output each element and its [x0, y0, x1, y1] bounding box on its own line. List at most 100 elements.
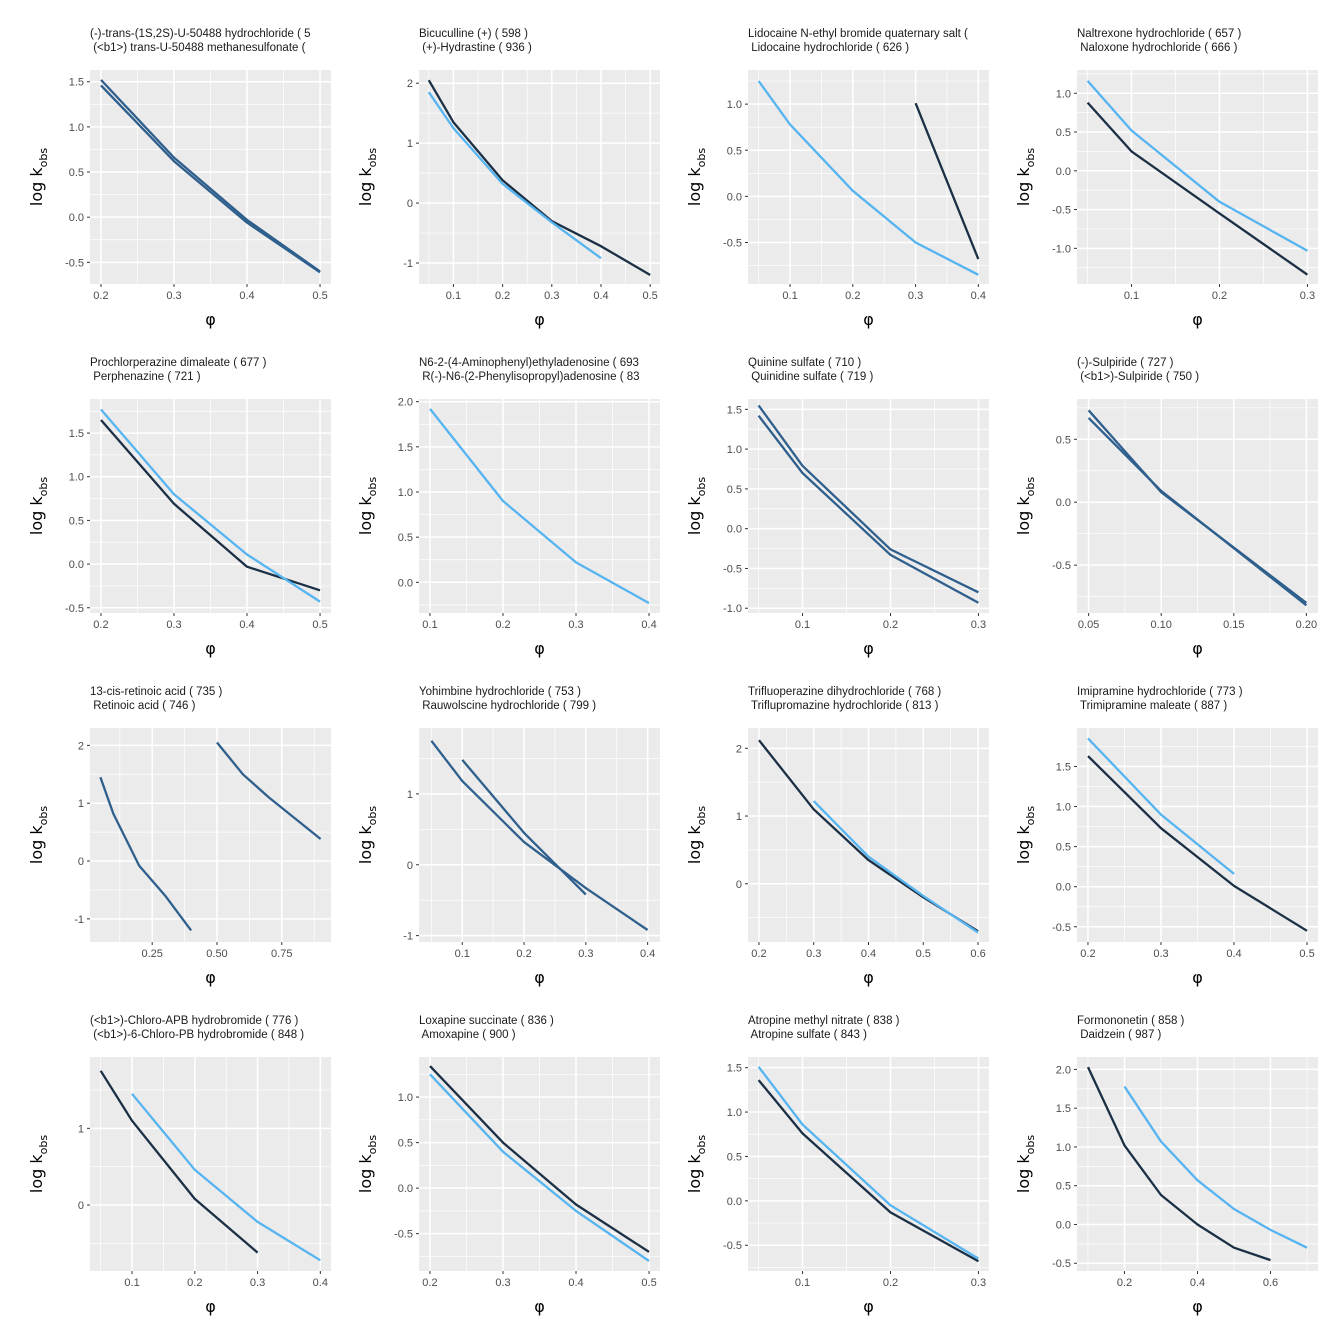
series-line-2	[131, 1093, 321, 1262]
y-tick-label: -0.5	[1052, 560, 1071, 572]
panel-title-line-2: Retinoic acid ( 746 )	[90, 700, 196, 712]
series-line-1	[429, 408, 650, 605]
panel-title: 13-cis-retinoic acid ( 735 ) Retinoic ac…	[90, 686, 222, 712]
facet-panel-16: 0.2 0.4 0.6 -0.5 0.0 0.5 1.0 1.5 2.0 Formononetin…	[1014, 1015, 1318, 1316]
y-tick-label: 0.0	[1056, 1219, 1071, 1231]
panel-title-line-2: Quinidine sulfate ( 719 )	[748, 371, 873, 383]
y-tick-label: 0.0	[69, 212, 84, 224]
panel-title-line-1: Quinine sulfate ( 710 )	[748, 357, 861, 369]
panel-title-line-1: Formononetin ( 858 )	[1077, 1015, 1185, 1027]
series-group	[1086, 1066, 1308, 1262]
panel-title: Formononetin ( 858 ) Daidzein ( 987 )	[1077, 1015, 1185, 1041]
x-tick-label: 0.5	[1299, 948, 1314, 960]
x-tick-label: 0.2	[1080, 948, 1095, 960]
x-tick-label: 0.1	[446, 290, 461, 302]
x-tick-label: 0.2	[516, 948, 531, 960]
series-line-2	[812, 800, 979, 934]
x-tick-label: 0.4	[313, 1277, 328, 1289]
y-tick-label: -0.5	[1052, 922, 1071, 934]
x-axis-title: φ	[863, 310, 874, 329]
y-tick-label: 2	[407, 78, 413, 90]
y-axis-title: log kobs	[27, 806, 50, 864]
facet-panel-5: 0.2 0.3 0.4 0.5 -0.5 0.0 0.5 1.0 1.5 Prochlorpera…	[27, 357, 331, 658]
panel-background	[748, 70, 989, 284]
x-tick-label: 0.1	[1124, 290, 1139, 302]
x-tick-label: 0.1	[124, 1277, 139, 1289]
x-axis-title: φ	[863, 1297, 874, 1316]
facet-panel-4: 0.1 0.2 0.3 -1.0 -0.5 0.0 0.5 1.0 Naltrexone hyd…	[1014, 28, 1318, 329]
x-tick-label: 0.50	[206, 948, 227, 960]
x-tick-label: 0.2	[1212, 290, 1227, 302]
x-tick-label: 0.3	[806, 948, 821, 960]
x-axis-title: φ	[534, 1297, 545, 1316]
x-tick-label: 0.4	[1190, 1277, 1205, 1289]
series-line-1	[757, 1079, 979, 1263]
y-tick-label: 1	[407, 789, 413, 801]
panel-background	[1077, 70, 1318, 284]
x-tick-label: 0.25	[141, 948, 162, 960]
x-axis-title: φ	[205, 639, 216, 658]
x-tick-label: 0.3	[166, 619, 181, 631]
panel-title: Imipramine hydrochloride ( 773 ) Trimipr…	[1077, 686, 1243, 712]
y-tick-label: 1.0	[1056, 1142, 1071, 1154]
series-line-2	[1087, 737, 1235, 875]
x-tick-label: 0.3	[544, 290, 559, 302]
x-tick-label: 0.3	[250, 1277, 265, 1289]
panel-title-line-2: Rauwolscine hydrochloride ( 799 )	[419, 700, 596, 712]
y-axis-title: log kobs	[685, 806, 708, 864]
x-tick-label: 0.3	[166, 290, 181, 302]
series-group	[429, 1065, 650, 1262]
x-tick-label: 0.1	[455, 948, 470, 960]
x-tick-label: 0.4	[640, 948, 655, 960]
series-group	[99, 741, 322, 932]
y-tick-label: 0.0	[398, 1183, 413, 1195]
panel-title-line-2: (<b1>)-Sulpiride ( 750 )	[1077, 371, 1199, 383]
x-tick-label: 0.4	[593, 290, 608, 302]
y-tick-label: 1.0	[1056, 88, 1071, 100]
y-tick-label: 1.0	[69, 122, 84, 134]
y-axis-title: log kobs	[685, 1135, 708, 1193]
series-line-2	[1086, 80, 1308, 252]
y-tick-label: 0.5	[398, 532, 413, 544]
y-tick-label: 2.0	[398, 397, 413, 409]
y-axis-title: log kobs	[1014, 477, 1037, 535]
series-group	[427, 79, 651, 276]
y-tick-label: 0	[78, 856, 84, 868]
x-tick-label: 0.2	[845, 290, 860, 302]
y-tick-label: 0	[78, 1200, 84, 1212]
x-tick-label: 0.4	[641, 619, 656, 631]
y-axis-title: log kobs	[1014, 148, 1037, 206]
y-axis-title: log kobs	[356, 806, 379, 864]
series-group	[1086, 80, 1309, 276]
series-line-2	[1123, 1085, 1308, 1249]
panel-title: (-)-trans-(1S,2S)-U-50488 hydrochloride …	[90, 28, 311, 54]
panel-title: Trifluoperazine dihydrochloride ( 768 ) …	[748, 686, 941, 712]
y-tick-label: 1.0	[727, 444, 742, 456]
x-tick-label: 0.6	[970, 948, 985, 960]
x-axis-title: φ	[205, 310, 216, 329]
series-line-2	[429, 1073, 650, 1262]
y-axis-title: log kobs	[1014, 1135, 1037, 1193]
x-tick-label: 0.2	[1117, 1277, 1132, 1289]
y-axis-title: log kobs	[356, 477, 379, 535]
series-group	[100, 408, 321, 603]
y-tick-label: 1.0	[727, 99, 742, 111]
series-line-2	[216, 741, 322, 840]
series-line-1	[99, 776, 193, 932]
x-axis-title: φ	[1192, 639, 1203, 658]
panel-title-line-2: (<b1>)-6-Chloro-PB hydrobromide ( 848 )	[90, 1029, 304, 1041]
panel-title-line-2: Amoxapine ( 900 )	[419, 1029, 516, 1041]
x-tick-label: 0.4	[239, 619, 254, 631]
series-line-1	[430, 740, 649, 931]
series-line-1	[1086, 101, 1309, 276]
y-tick-label: -1.0	[723, 603, 742, 615]
panel-background	[419, 70, 660, 284]
panel-title-line-2: Naloxone hydrochloride ( 666 )	[1077, 42, 1238, 54]
panel-title-line-1: Imipramine hydrochloride ( 773 )	[1077, 686, 1243, 698]
x-tick-label: 0.5	[641, 1277, 656, 1289]
series-line-2	[461, 759, 587, 896]
panel-title-line-1: Atropine methyl nitrate ( 838 )	[748, 1015, 900, 1027]
panel-background	[90, 1057, 331, 1271]
y-tick-label: 0.5	[1056, 434, 1071, 446]
y-axis-title: log kobs	[685, 477, 708, 535]
